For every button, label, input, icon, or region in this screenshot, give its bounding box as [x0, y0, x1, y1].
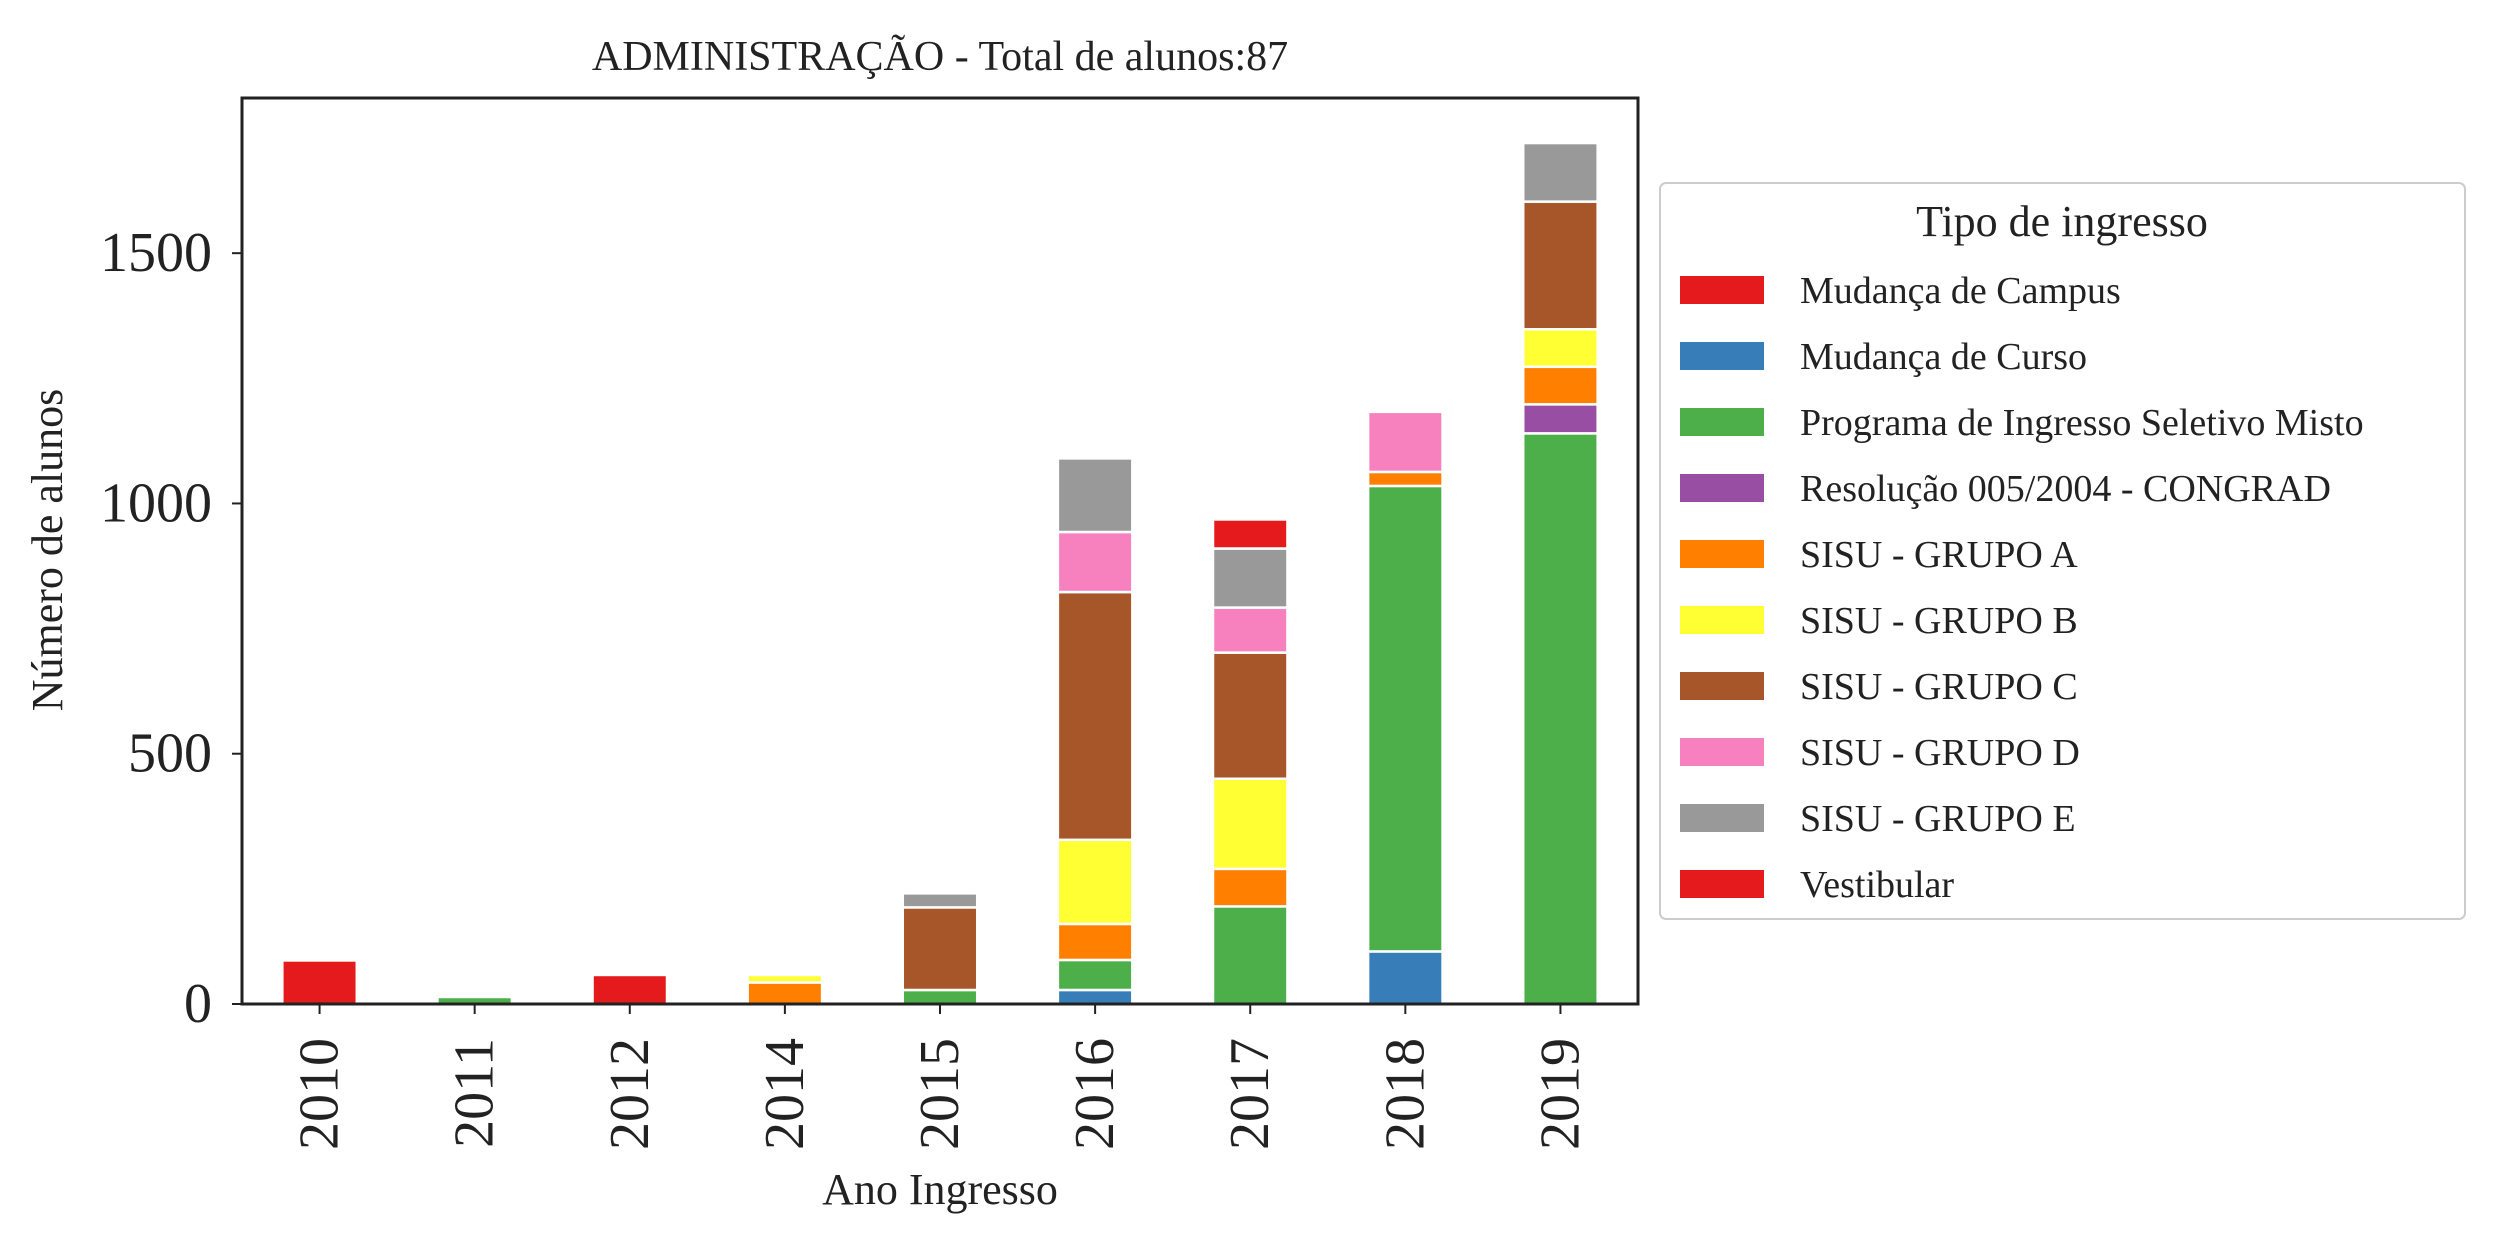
bar-segment: [1521, 365, 1599, 406]
bar-segment: [281, 959, 359, 1006]
bar-segment: [1056, 988, 1134, 1006]
legend-label: SISU - GRUPO A: [1800, 534, 2078, 576]
bar-segment: [1056, 958, 1134, 992]
chart-title: ADMINISTRAÇÃO - Total de alunos:87: [592, 34, 1288, 80]
bar-segment: [1211, 777, 1289, 871]
legend-swatch: [1680, 474, 1764, 502]
x-tick-label: 2018: [1374, 1038, 1436, 1150]
bar-segment: [1521, 200, 1599, 331]
bar-segment: [901, 892, 979, 909]
legend-label: Programa de Ingresso Seletivo Misto: [1800, 402, 2364, 444]
legend-swatch: [1680, 870, 1764, 898]
bar-segment: [1366, 950, 1444, 1006]
bar-segment: [1211, 547, 1289, 609]
bar-segment: [1056, 922, 1134, 962]
bar-segment: [1521, 141, 1599, 203]
legend-label: Mudança de Curso: [1800, 336, 2087, 378]
bar-segment: [1366, 484, 1444, 953]
legend-label: SISU - GRUPO C: [1800, 666, 2078, 708]
bar-segment: [1211, 606, 1289, 654]
y-ticks: 0 500 1000 1500: [100, 222, 242, 1035]
legend-label: Mudança de Campus: [1800, 270, 2121, 312]
bar-segment: [746, 981, 824, 1006]
x-tick-label: 2016: [1064, 1038, 1126, 1150]
bar-segment: [591, 973, 669, 1006]
bar-segment: [1521, 432, 1599, 1006]
x-tick-label: 2011: [444, 1038, 506, 1148]
y-tick-label: 0: [184, 973, 212, 1035]
bar-segment: [1211, 518, 1289, 550]
bar-segment: [1211, 905, 1289, 1006]
bars-layer: [281, 141, 1599, 1006]
y-axis-label: Número de alunos: [23, 389, 72, 712]
bar-segment: [1056, 838, 1134, 926]
legend-label: SISU - GRUPO B: [1800, 600, 2078, 642]
x-tick-label: 2015: [909, 1038, 971, 1150]
legend-box: [1659, 182, 2466, 920]
bar-segment: [901, 988, 979, 1006]
legend-swatch: [1680, 738, 1764, 766]
legend-label: SISU - GRUPO E: [1800, 798, 2076, 840]
bar-segment: [1211, 651, 1289, 780]
x-tick-label: 2019: [1529, 1038, 1591, 1150]
legend-swatch: [1680, 606, 1764, 634]
bar-segment: [901, 906, 979, 992]
legend-title: Tipo de ingresso: [1916, 197, 2208, 246]
y-tick-label: 1500: [100, 222, 212, 284]
legend-swatch: [1680, 804, 1764, 832]
bar-segment: [1211, 867, 1289, 908]
legend-label: Vestibular: [1800, 864, 1954, 906]
legend-label: Resolução 005/2004 - CONGRAD: [1800, 468, 2331, 510]
legend-label: SISU - GRUPO D: [1800, 732, 2080, 774]
y-tick-label: 500: [128, 723, 212, 785]
bar-segment: [1056, 457, 1134, 534]
bar-segment: [1521, 403, 1599, 435]
legend-swatch: [1680, 276, 1764, 304]
x-axis-label: Ano Ingresso: [822, 1165, 1058, 1214]
bar-segment: [1056, 590, 1134, 842]
legend: Tipo de ingresso Mudança de CampusMudanç…: [1659, 182, 2466, 920]
legend-swatch: [1680, 342, 1764, 370]
legend-items: Mudança de Campus Mudança de Curso Program…: [1680, 270, 2364, 906]
x-tick-label: 2017: [1219, 1038, 1281, 1150]
x-tick-label: 2014: [754, 1038, 816, 1150]
legend-swatch: [1680, 408, 1764, 436]
y-tick-label: 1000: [100, 472, 212, 534]
bar-segment: [1366, 470, 1444, 488]
x-ticks: 2010 2011 2012 2014 2015 2016 2017 2018 2019: [289, 1004, 1591, 1150]
legend-swatch: [1680, 672, 1764, 700]
x-tick-label: 2012: [599, 1038, 661, 1150]
bar-segment: [746, 973, 824, 984]
bar-segment: [1056, 530, 1134, 594]
bar-segment: [1521, 328, 1599, 369]
x-tick-label: 2010: [289, 1038, 351, 1150]
legend-swatch: [1680, 540, 1764, 568]
bar-segment: [1366, 410, 1444, 474]
